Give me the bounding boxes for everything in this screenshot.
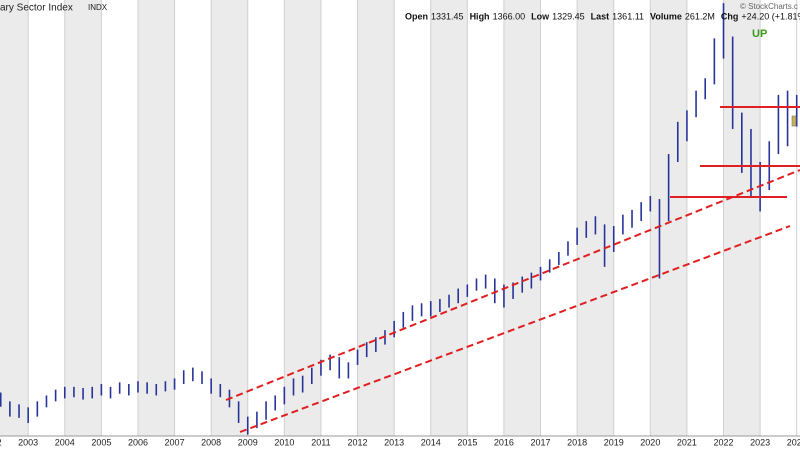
quote-value: 1329.45 bbox=[552, 11, 585, 21]
x-tick-label: 2004 bbox=[55, 437, 75, 447]
quote-value: 1361.11 bbox=[612, 11, 644, 21]
quote-label: Last bbox=[591, 11, 610, 21]
x-tick-label: 2023 bbox=[750, 437, 770, 447]
x-tick-label: 2007 bbox=[165, 437, 185, 447]
trend-lines bbox=[225, 106, 800, 433]
x-tick-label: 2020 bbox=[640, 437, 660, 447]
year-band bbox=[211, 0, 248, 436]
last-price-marker bbox=[791, 115, 797, 127]
quote-value: +24.20 (+1.81% bbox=[741, 11, 800, 21]
year-band bbox=[503, 0, 541, 436]
quote-label: Open bbox=[405, 11, 428, 21]
x-tick-label: 2005 bbox=[91, 437, 111, 447]
x-tick-label: 2015 bbox=[457, 437, 477, 447]
quote-label: Volume bbox=[650, 11, 682, 21]
x-tick-label: 2009 bbox=[238, 437, 258, 447]
chart-title: ary Sector Index bbox=[0, 3, 73, 14]
x-tick-label: 2024 bbox=[787, 437, 800, 447]
quote-value: 1366.00 bbox=[493, 11, 526, 21]
quote-value: 261.2M bbox=[685, 11, 715, 21]
year-band bbox=[284, 0, 321, 436]
x-tick-label: 2010 bbox=[274, 437, 294, 447]
year-band bbox=[723, 0, 761, 436]
year-band bbox=[357, 0, 395, 436]
year-bands bbox=[0, 0, 761, 436]
header: ary Sector Index INDX © StockCharts.c UP… bbox=[0, 2, 800, 40]
symbol: INDX bbox=[88, 3, 108, 12]
x-tick-label: 2003 bbox=[18, 437, 38, 447]
x-tick-label: 2021 bbox=[677, 437, 697, 447]
year-band bbox=[430, 0, 468, 436]
x-tick-label: 2006 bbox=[128, 437, 148, 447]
year-band bbox=[137, 0, 175, 436]
lower-channel-line bbox=[239, 225, 791, 433]
price-bars bbox=[0, 3, 798, 435]
x-tick-label: 2014 bbox=[421, 437, 441, 447]
x-tick-label: 2022 bbox=[713, 437, 733, 447]
x-tick-label: 2011 bbox=[311, 437, 330, 447]
copyright: © StockCharts.c bbox=[740, 2, 798, 11]
x-tick-label: 2013 bbox=[384, 437, 404, 447]
quote-label: High bbox=[470, 11, 490, 21]
upper-channel-line bbox=[225, 169, 800, 401]
x-tick-label: 2016 bbox=[494, 437, 514, 447]
x-tick-label: 2018 bbox=[567, 437, 587, 447]
x-tick-label: 2002 bbox=[0, 437, 2, 447]
annotation: UP bbox=[752, 28, 767, 40]
quote-label: Low bbox=[531, 11, 550, 21]
x-tick-label: 2017 bbox=[531, 437, 551, 447]
year-band bbox=[0, 0, 29, 436]
quote-label: Chg bbox=[721, 11, 739, 21]
x-tick-label: 2008 bbox=[201, 437, 221, 447]
quote-value: 1331.45 bbox=[431, 11, 464, 21]
x-tick-label: 2019 bbox=[604, 437, 624, 447]
year-band bbox=[64, 0, 102, 436]
x-tick-label: 2012 bbox=[348, 437, 368, 447]
